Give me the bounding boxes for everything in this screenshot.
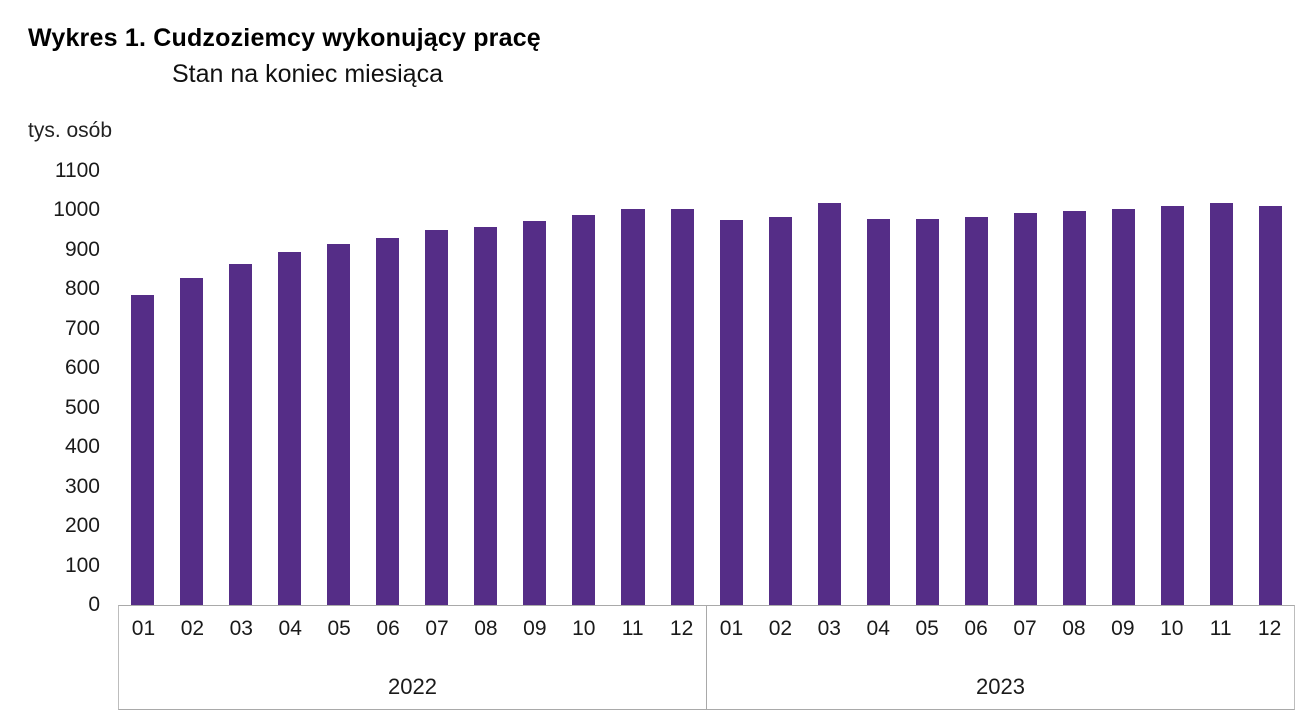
bar-slot bbox=[167, 171, 216, 605]
bar-2023-02 bbox=[768, 216, 792, 605]
bar-2022-05 bbox=[327, 244, 351, 605]
y-axis-unit-label: tys. osób bbox=[28, 119, 113, 142]
bar-2022-09 bbox=[523, 221, 547, 605]
month-label: 11 bbox=[1209, 617, 1232, 640]
month-label: 07 bbox=[1013, 617, 1037, 640]
bar-2022-11 bbox=[621, 209, 645, 605]
month-label-row: 01 02 03 04 05 06 07 08 09 10 11 12 bbox=[119, 606, 706, 651]
month-label: 10 bbox=[1160, 617, 1184, 640]
month-label: 11 bbox=[621, 617, 644, 640]
bar-2023-03 bbox=[817, 203, 841, 605]
bar-2023-12 bbox=[1259, 205, 1283, 605]
bar-slot bbox=[1050, 171, 1099, 605]
bar-group-2023 bbox=[707, 171, 1296, 605]
bar-slot bbox=[1246, 171, 1295, 605]
month-label: 08 bbox=[1062, 617, 1086, 640]
bar-2022-06 bbox=[376, 238, 400, 605]
bar-slot bbox=[608, 171, 657, 605]
y-tick-label: 700 bbox=[64, 316, 100, 340]
y-tick-label: 0 bbox=[88, 593, 100, 616]
month-label: 02 bbox=[180, 617, 205, 640]
month-label-row: 01 02 03 04 05 06 07 08 09 10 11 12 bbox=[707, 606, 1294, 651]
x-group-2023: 01 02 03 04 05 06 07 08 09 10 11 12 2023 bbox=[706, 606, 1294, 709]
x-axis: 01 02 03 04 05 06 07 08 09 10 11 12 2022 01 02 03 04 05 06… bbox=[118, 605, 1295, 710]
month-label: 04 bbox=[278, 617, 302, 640]
y-tick-label: 400 bbox=[64, 435, 100, 459]
month-label: 09 bbox=[523, 617, 547, 640]
month-label: 06 bbox=[376, 617, 400, 640]
bar-2022-02 bbox=[180, 277, 204, 605]
bar-2022-07 bbox=[425, 230, 449, 605]
bar-group-2022 bbox=[118, 171, 707, 605]
bar-2023-05 bbox=[915, 218, 939, 605]
chart-title: Wykres 1. Cudzoziemcy wykonujący pracę bbox=[28, 24, 541, 52]
bar-slot bbox=[412, 171, 461, 605]
y-tick-label: 1100 bbox=[54, 159, 100, 182]
year-label-2023: 2023 bbox=[976, 674, 1025, 699]
bar-2022-04 bbox=[278, 251, 302, 605]
bar-slot bbox=[1099, 171, 1148, 605]
month-label: 09 bbox=[1111, 617, 1135, 640]
bar-slot bbox=[216, 171, 265, 605]
bar-slot bbox=[1197, 171, 1246, 605]
y-tick-label: 1000 bbox=[53, 198, 100, 222]
y-tick-label: 900 bbox=[64, 237, 100, 261]
year-label-2022: 2022 bbox=[388, 674, 437, 699]
y-tick-label: 500 bbox=[64, 395, 100, 419]
bar-2023-08 bbox=[1062, 210, 1086, 605]
month-label: 08 bbox=[474, 617, 498, 640]
bar-slot bbox=[118, 171, 167, 605]
month-label: 12 bbox=[1257, 617, 1282, 640]
month-label: 01 bbox=[719, 617, 744, 640]
bar-slot bbox=[854, 171, 903, 605]
bar-2022-12 bbox=[670, 209, 694, 605]
bar-2022-03 bbox=[229, 263, 253, 605]
bar-slot bbox=[1148, 171, 1197, 605]
bar-2022-10 bbox=[572, 215, 596, 605]
month-label: 03 bbox=[229, 617, 253, 640]
bar-2023-10 bbox=[1160, 206, 1184, 605]
bar-2022-01 bbox=[131, 295, 155, 605]
month-label: 04 bbox=[866, 617, 890, 640]
month-label: 05 bbox=[915, 617, 939, 640]
bar-2023-01 bbox=[719, 220, 743, 605]
plot-area bbox=[118, 171, 1295, 605]
month-label: 03 bbox=[817, 617, 841, 640]
bar-2023-06 bbox=[964, 216, 988, 605]
month-label: 07 bbox=[425, 617, 449, 640]
month-label: 01 bbox=[131, 617, 156, 640]
bar-2023-11 bbox=[1209, 203, 1234, 605]
bar-slot bbox=[756, 171, 805, 605]
y-tick-label: 300 bbox=[64, 474, 100, 498]
bar-2023-04 bbox=[866, 219, 890, 605]
bar-2023-09 bbox=[1111, 208, 1135, 605]
bar-slot bbox=[461, 171, 510, 605]
month-label: 10 bbox=[572, 617, 596, 640]
bar-slot bbox=[363, 171, 412, 605]
month-label: 12 bbox=[669, 617, 694, 640]
bar-slot bbox=[510, 171, 559, 605]
bar-slot bbox=[805, 171, 854, 605]
month-label: 05 bbox=[327, 617, 351, 640]
bar-slot bbox=[903, 171, 952, 605]
bar-slot bbox=[707, 171, 756, 605]
y-tick-label: 800 bbox=[64, 277, 100, 301]
y-tick-label: 200 bbox=[64, 514, 100, 538]
y-tick-label: 100 bbox=[64, 553, 100, 577]
y-axis: 0 100 200 300 400 500 600 700 800 900 1000 1100 bbox=[18, 159, 100, 616]
y-tick-label: 600 bbox=[64, 356, 100, 380]
x-group-2022: 01 02 03 04 05 06 07 08 09 10 11 12 2022 bbox=[119, 606, 706, 709]
bar-slot bbox=[559, 171, 608, 605]
chart-subtitle: Stan na koniec miesiąca bbox=[172, 60, 443, 88]
month-label: 06 bbox=[964, 617, 988, 640]
bar-slot bbox=[314, 171, 363, 605]
bar-slot bbox=[658, 171, 707, 605]
bar-slot bbox=[952, 171, 1001, 605]
bar-slot bbox=[1001, 171, 1050, 605]
bar-2023-07 bbox=[1013, 212, 1037, 605]
month-label: 02 bbox=[768, 617, 793, 640]
bar-slot bbox=[265, 171, 314, 605]
bar-2022-08 bbox=[474, 227, 498, 605]
